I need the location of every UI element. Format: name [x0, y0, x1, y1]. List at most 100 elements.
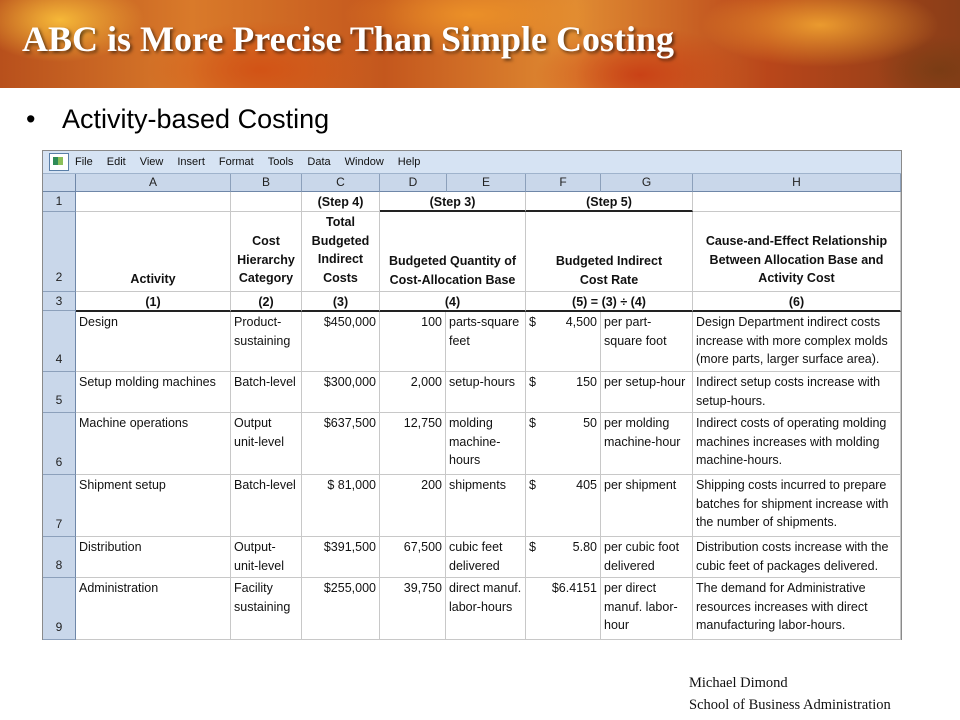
category-cell[interactable]: Output unit-level — [231, 413, 302, 475]
total-cost-cell[interactable]: $391,500 — [302, 537, 380, 578]
rate-cell[interactable]: $50 — [526, 413, 601, 475]
header-total-budgeted[interactable]: Total Budgeted Indirect Costs — [302, 212, 380, 292]
column-header-c[interactable]: C — [302, 174, 380, 192]
total-cost-cell[interactable]: $ 81,000 — [302, 475, 380, 537]
column-header-g[interactable]: G — [601, 174, 693, 192]
column-header-f[interactable]: F — [526, 174, 601, 192]
category-cell[interactable]: Facility sustaining — [231, 578, 302, 640]
menu-data[interactable]: Data — [307, 156, 331, 168]
menu-window[interactable]: Window — [344, 156, 384, 168]
column-header-e[interactable]: E — [447, 174, 526, 192]
activity-cell[interactable]: Setup molding machines — [76, 372, 231, 413]
menu-edit[interactable]: Edit — [106, 156, 126, 168]
cell-f1-g1[interactable]: (Step 5) — [526, 192, 693, 212]
quantity-cell[interactable]: 100 — [380, 312, 446, 372]
menu-insert[interactable]: Insert — [177, 156, 205, 168]
category-cell[interactable]: Product-sustaining — [231, 312, 302, 372]
relationship-cell[interactable]: The demand for Administrative resources … — [693, 578, 901, 640]
currency-symbol: $ — [529, 375, 536, 389]
activity-cell[interactable]: Distribution — [76, 537, 231, 578]
row-header-1[interactable]: 1 — [43, 192, 76, 212]
header-n5[interactable]: (5) = (3) ÷ (4) — [526, 292, 693, 312]
column-header-d[interactable]: D — [380, 174, 447, 192]
menu-help[interactable]: Help — [397, 156, 421, 168]
column-header-h[interactable]: H — [693, 174, 901, 192]
activity-cell[interactable]: Design — [76, 312, 231, 372]
currency-symbol: $ — [529, 478, 536, 492]
row-header-2[interactable]: 2 — [43, 212, 76, 292]
total-cost-cell[interactable]: $637,500 — [302, 413, 380, 475]
cell-c1[interactable]: (Step 4) — [302, 192, 380, 212]
rate-cell[interactable]: $150 — [526, 372, 601, 413]
relationship-cell[interactable]: Distribution costs increase with the cub… — [693, 537, 901, 578]
category-cell[interactable]: Batch-level — [231, 475, 302, 537]
quantity-cell[interactable]: 39,750 — [380, 578, 446, 640]
cell-d1-e1[interactable]: (Step 3) — [380, 192, 526, 212]
quantity-cell[interactable]: 12,750 — [380, 413, 446, 475]
relationship-cell[interactable]: Design Department indirect costs increas… — [693, 312, 901, 372]
allocation-base-cell[interactable]: cubic feet delivered — [446, 537, 526, 578]
total-cost-cell[interactable]: $450,000 — [302, 312, 380, 372]
row-header-4[interactable]: 4 — [43, 311, 76, 372]
allocation-base-cell[interactable]: shipments — [446, 475, 526, 537]
select-all-corner[interactable] — [43, 174, 76, 192]
allocation-base-cell[interactable]: molding machine-hours — [446, 413, 526, 475]
cell-b1[interactable] — [231, 192, 302, 212]
menu-format[interactable]: Format — [218, 156, 254, 168]
allocation-base-cell[interactable]: setup-hours — [446, 372, 526, 413]
spreadsheet-app-icon[interactable] — [49, 153, 69, 171]
relationship-cell[interactable]: Indirect costs of operating molding mach… — [693, 413, 901, 475]
header-budgeted-quantity[interactable]: Budgeted Quantity of Cost-Allocation Bas… — [380, 212, 526, 292]
header-budgeted-rate[interactable]: Budgeted Indirect Cost Rate — [526, 212, 693, 292]
row-header-8[interactable]: 8 — [43, 537, 76, 578]
rate-cell[interactable]: $4,500 — [526, 312, 601, 372]
rate-value: $6.4151 — [551, 581, 597, 595]
total-cost-cell[interactable]: $300,000 — [302, 372, 380, 413]
menu-file[interactable]: File — [75, 156, 93, 168]
header-n6[interactable]: (6) — [693, 292, 901, 312]
row-header-7[interactable]: 7 — [43, 475, 76, 537]
author-name: Michael Dimond — [689, 675, 788, 691]
row-header-3[interactable]: 3 — [43, 292, 76, 311]
activity-cell[interactable]: Machine operations — [76, 413, 231, 475]
allocation-base-cell[interactable]: parts-square feet — [446, 312, 526, 372]
header-n2[interactable]: (2) — [231, 292, 302, 312]
quantity-cell[interactable]: 200 — [380, 475, 446, 537]
header-cause-effect[interactable]: Cause-and-Effect Relationship Between Al… — [693, 212, 901, 292]
cell-a1[interactable] — [76, 192, 231, 212]
menu-tools[interactable]: Tools — [267, 156, 294, 168]
header-n3[interactable]: (3) — [302, 292, 380, 312]
header-n1[interactable]: (1) — [76, 292, 231, 312]
cell-h1[interactable] — [693, 192, 901, 212]
activity-cell[interactable]: Shipment setup — [76, 475, 231, 537]
category-cell[interactable]: Output-unit-level — [231, 537, 302, 578]
relationship-cell[interactable]: Shipping costs incurred to prepare batch… — [693, 475, 901, 537]
rate-unit-cell[interactable]: per shipment — [601, 475, 693, 537]
column-header-a[interactable]: A — [76, 174, 231, 192]
row-header-5[interactable]: 5 — [43, 372, 76, 413]
rate-cell[interactable]: $6.4151 — [526, 578, 601, 640]
total-cost-cell[interactable]: $255,000 — [302, 578, 380, 640]
rate-unit-cell[interactable]: per direct manuf. labor-hour — [601, 578, 693, 640]
allocation-base-cell[interactable]: direct manuf. labor-hours — [446, 578, 526, 640]
rate-unit-cell[interactable]: per molding machine-hour — [601, 413, 693, 475]
rate-unit-cell[interactable]: per part-square foot — [601, 312, 693, 372]
row-header-9[interactable]: 9 — [43, 578, 76, 640]
category-cell[interactable]: Batch-level — [231, 372, 302, 413]
activity-cell[interactable]: Administration — [76, 578, 231, 640]
rate-unit-cell[interactable]: per cubic foot delivered — [601, 537, 693, 578]
column-header-b[interactable]: B — [231, 174, 302, 192]
header-activity[interactable]: Activity — [76, 212, 231, 292]
relationship-cell[interactable]: Indirect setup costs increase with setup… — [693, 372, 901, 413]
spreadsheet-window: File Edit View Insert Format Tools Data … — [42, 150, 902, 640]
row-header-6[interactable]: 6 — [43, 413, 76, 475]
header-cost-hierarchy[interactable]: Cost Hierarchy Category — [231, 212, 302, 292]
author-footer: Michael Dimond School of Business Admini… — [689, 672, 891, 716]
header-n4[interactable]: (4) — [380, 292, 526, 312]
rate-cell[interactable]: $405 — [526, 475, 601, 537]
rate-cell[interactable]: $5.80 — [526, 537, 601, 578]
menu-view[interactable]: View — [139, 156, 164, 168]
quantity-cell[interactable]: 67,500 — [380, 537, 446, 578]
rate-unit-cell[interactable]: per setup-hour — [601, 372, 693, 413]
quantity-cell[interactable]: 2,000 — [380, 372, 446, 413]
